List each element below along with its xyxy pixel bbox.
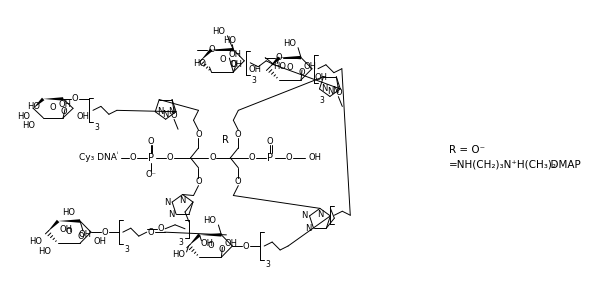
Text: O: O — [231, 60, 237, 69]
Polygon shape — [279, 56, 301, 59]
Text: N: N — [332, 86, 338, 95]
Text: ⁱ: ⁱ — [116, 152, 117, 158]
Polygon shape — [188, 234, 201, 246]
Text: O: O — [235, 129, 242, 139]
Text: O: O — [195, 177, 202, 186]
Text: O: O — [72, 95, 79, 103]
Text: O: O — [243, 242, 249, 251]
Text: 3: 3 — [266, 260, 271, 269]
Polygon shape — [43, 97, 63, 101]
Text: O: O — [249, 153, 255, 162]
Text: OH: OH — [201, 239, 214, 248]
Polygon shape — [211, 48, 233, 51]
Text: O: O — [158, 224, 165, 233]
Text: OH: OH — [230, 60, 243, 68]
Text: HO: HO — [283, 39, 296, 48]
Text: O: O — [66, 227, 72, 236]
Text: DMAP: DMAP — [544, 160, 581, 170]
Text: HO: HO — [38, 247, 51, 256]
Text: O: O — [235, 177, 242, 186]
Text: HO: HO — [212, 27, 225, 36]
Text: OH: OH — [76, 112, 89, 121]
Text: N: N — [163, 110, 169, 119]
Text: HO: HO — [29, 237, 42, 246]
Text: N: N — [317, 210, 323, 219]
Text: OH: OH — [224, 239, 238, 248]
Text: O: O — [195, 129, 202, 139]
Text: O: O — [130, 153, 136, 162]
Text: O: O — [219, 245, 225, 254]
Text: O: O — [101, 228, 108, 237]
Text: N: N — [327, 87, 333, 96]
Text: O: O — [208, 45, 215, 54]
Text: O: O — [286, 153, 292, 162]
Text: N: N — [164, 198, 170, 207]
Text: OH: OH — [309, 153, 322, 162]
Polygon shape — [47, 220, 60, 232]
Text: N: N — [179, 196, 186, 205]
Text: N: N — [321, 84, 328, 93]
Text: HO: HO — [27, 102, 40, 111]
Text: N: N — [301, 212, 308, 221]
Text: HO: HO — [273, 62, 286, 71]
Text: 3: 3 — [125, 245, 130, 255]
Text: HO: HO — [62, 208, 75, 216]
Text: O: O — [60, 107, 67, 116]
Text: OH: OH — [303, 62, 316, 71]
Text: 3: 3 — [319, 96, 324, 105]
Text: O: O — [207, 240, 214, 249]
Text: O: O — [50, 103, 56, 112]
Text: 3: 3 — [95, 123, 99, 132]
Polygon shape — [268, 56, 281, 69]
Text: N: N — [305, 224, 312, 233]
Text: OH: OH — [58, 100, 72, 110]
Text: O: O — [267, 136, 273, 146]
Text: HO: HO — [203, 216, 216, 225]
Text: R = O⁻: R = O⁻ — [449, 145, 486, 155]
Text: OH: OH — [59, 225, 72, 234]
Text: HO: HO — [193, 59, 206, 68]
Text: =NH(CH₂)₃N⁺H(CH₃)₂: =NH(CH₂)₃N⁺H(CH₃)₂ — [449, 160, 558, 170]
Text: O: O — [276, 53, 282, 62]
Text: O: O — [171, 111, 177, 120]
Text: O: O — [166, 153, 173, 162]
Text: OH: OH — [228, 50, 241, 59]
Text: O: O — [335, 88, 341, 97]
Text: HO: HO — [17, 112, 30, 121]
Text: Cy₃ DNA: Cy₃ DNA — [79, 153, 117, 162]
Text: O: O — [298, 68, 305, 77]
Polygon shape — [200, 233, 222, 237]
Text: HO: HO — [173, 251, 185, 260]
Polygon shape — [58, 219, 80, 223]
Polygon shape — [201, 49, 212, 61]
Text: OH: OH — [79, 230, 91, 239]
Text: 3: 3 — [252, 76, 257, 85]
Text: OH: OH — [248, 65, 262, 74]
Text: N: N — [157, 107, 163, 116]
Text: HO: HO — [22, 121, 35, 130]
Text: P: P — [148, 153, 154, 163]
Text: OH: OH — [315, 73, 328, 82]
Text: O: O — [287, 63, 293, 72]
Text: P: P — [267, 153, 273, 163]
Text: N: N — [168, 210, 174, 219]
Polygon shape — [33, 98, 44, 108]
Text: N: N — [168, 107, 174, 116]
Text: HO: HO — [223, 36, 236, 45]
Text: O: O — [147, 136, 154, 146]
Text: O: O — [219, 55, 226, 64]
Text: O: O — [77, 231, 84, 240]
Text: 3: 3 — [179, 238, 184, 247]
Text: R: R — [222, 135, 229, 145]
Text: O: O — [147, 228, 154, 237]
Text: OH: OH — [94, 237, 107, 246]
Text: O: O — [209, 153, 216, 162]
Text: O⁻: O⁻ — [145, 170, 156, 179]
